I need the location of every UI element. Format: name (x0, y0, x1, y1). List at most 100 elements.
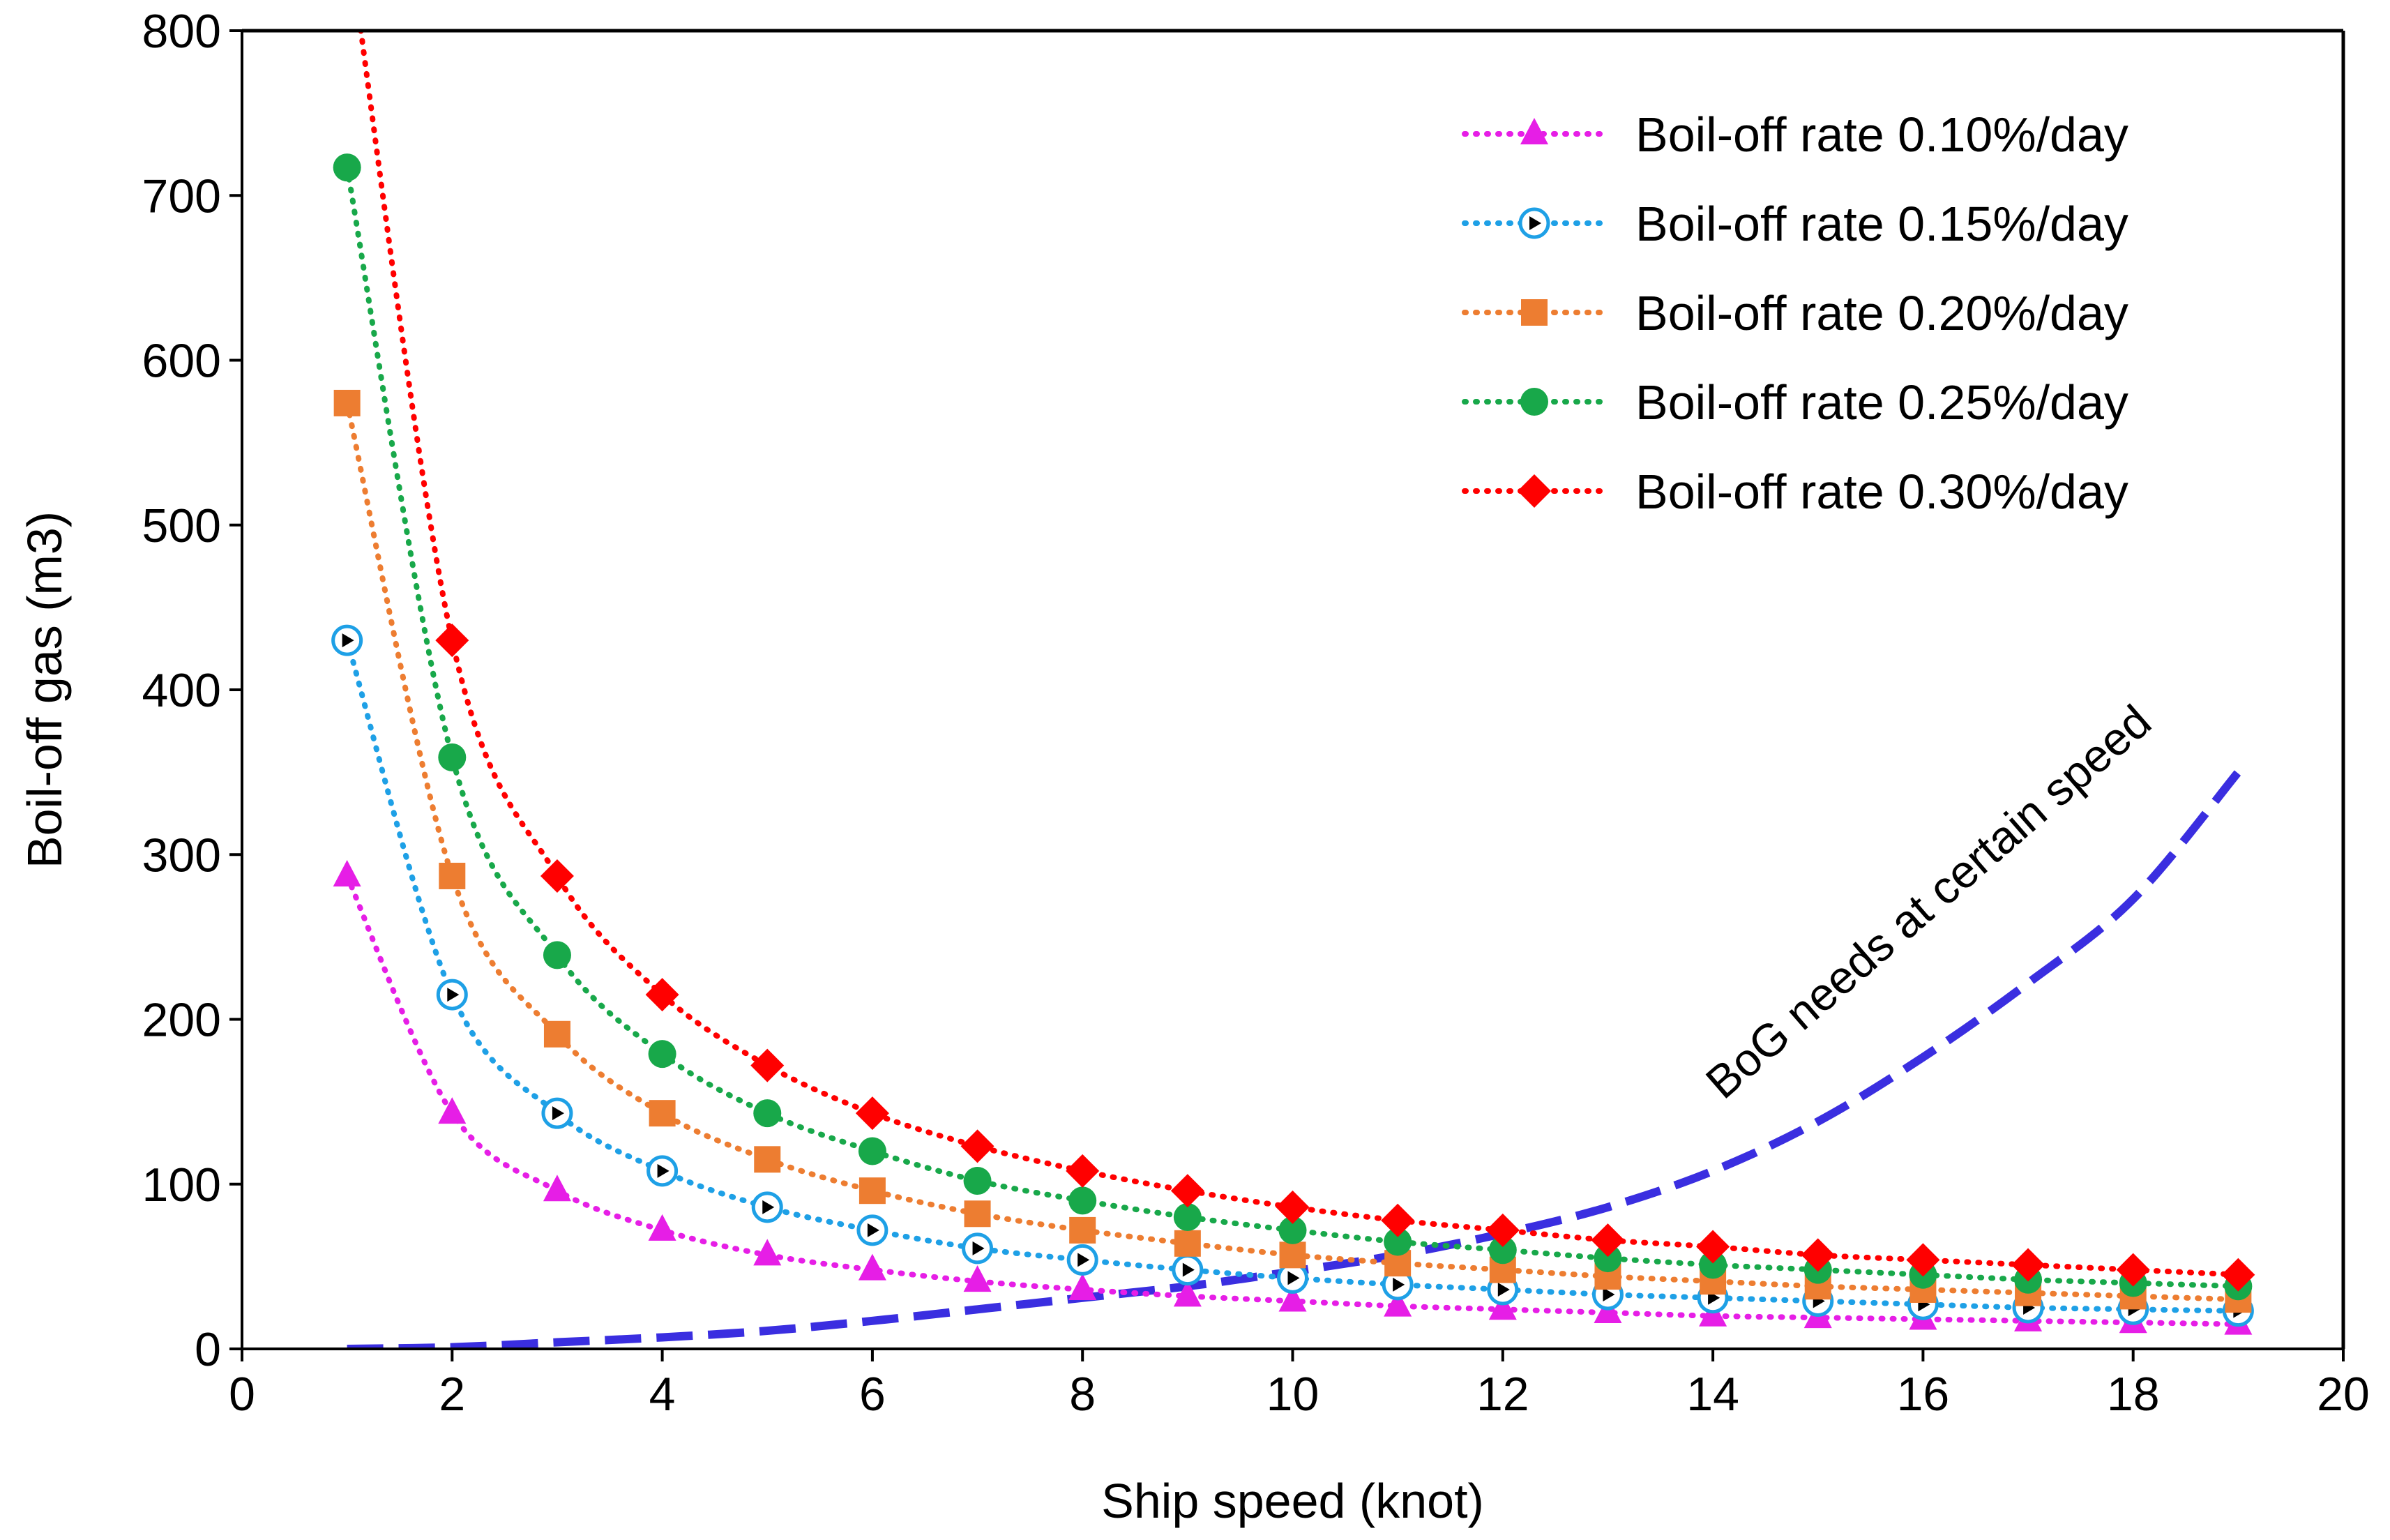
series-4-point-11 (1485, 1213, 1520, 1247)
series-0-point-2 (543, 1175, 571, 1202)
series-4-point-18 (2221, 1258, 2255, 1292)
series-1-point-3-arrow (657, 1163, 670, 1178)
series-1-point-6-arrow (972, 1241, 985, 1255)
series-3-point-3 (648, 1040, 676, 1069)
series-3-point-0 (333, 153, 361, 182)
series-1-point-0 (331, 624, 363, 656)
legend-marker-0 (1520, 118, 1548, 144)
series-4-point-12 (1591, 1223, 1625, 1258)
series-4-point-16 (2011, 1248, 2045, 1282)
series-3-point-13 (1699, 1251, 1727, 1279)
x-tick-label-7: 14 (1686, 1368, 1739, 1421)
series-0-point-3 (648, 1214, 676, 1241)
series-1-point-1-arrow (447, 988, 460, 1002)
legend-marker-3 (1520, 388, 1548, 416)
series-1-point-9-arrow (1287, 1271, 1300, 1285)
y-axis-title: Boil-off gas (m3) (17, 511, 72, 868)
y-tick-label-1: 100 (142, 1158, 221, 1211)
series-1-point-5-arrow (867, 1223, 879, 1237)
series-1-point-10-arrow (1393, 1277, 1405, 1292)
legend-label-4: Boil-off rate 0.30%/day (1635, 465, 2128, 519)
legend-item-2: Boil-off rate 0.20%/day (1462, 286, 2128, 340)
series-3-point-6 (963, 1167, 992, 1195)
axes: 0 2 4 6 8 10 12 14 16 18 2001002003004005006007008… (142, 5, 2370, 1421)
series-1-point-4 (751, 1191, 783, 1223)
legend-item-4: Boil-off rate 0.30%/day (1462, 465, 2128, 519)
series-3-point-5 (858, 1137, 886, 1165)
series-1-point-8-arrow (1182, 1262, 1195, 1277)
series-4-point-8 (1170, 1174, 1204, 1208)
series-0-point-9 (1278, 1285, 1307, 1312)
series-2-point-7 (1069, 1216, 1096, 1244)
series-4-point-1 (435, 624, 469, 658)
series-2-point-2 (543, 1020, 570, 1048)
series-4-point-17 (2116, 1253, 2150, 1287)
legend-marker-2 (1521, 299, 1548, 326)
series-0-point-10 (1384, 1290, 1412, 1317)
series-3-point-2 (543, 941, 571, 969)
series-3-point-9 (1278, 1216, 1307, 1244)
legend: Boil-off rate 0.10%/day Boil-off rate 0.1… (1462, 107, 2128, 519)
series-4-point-3 (645, 978, 679, 1012)
series-1 (331, 624, 2254, 1327)
series-0-point-11 (1488, 1293, 1517, 1320)
legend-item-0: Boil-off rate 0.10%/day (1462, 107, 2128, 162)
series-1-point-9 (1277, 1262, 1308, 1294)
legend-item-1: Boil-off rate 0.15%/day (1462, 197, 2128, 251)
series-1-point-0-arrow (342, 633, 354, 648)
y-tick-label-0: 0 (195, 1323, 221, 1376)
y-tick-label-7: 700 (142, 169, 221, 222)
series-0-point-8 (1173, 1280, 1202, 1307)
series-3-point-8 (1173, 1203, 1202, 1231)
series-4 (358, 31, 2255, 1292)
legend-item-3: Boil-off rate 0.25%/day (1462, 375, 2128, 430)
series-1-point-12-arrow (1603, 1288, 1615, 1302)
legend-label-3: Boil-off rate 0.25%/day (1635, 375, 2128, 430)
plot-area (331, 31, 2255, 1349)
series-3-point-7 (1068, 1186, 1097, 1215)
series-0-point-0 (333, 859, 361, 886)
series-3-point-4 (753, 1099, 782, 1128)
series-1-point-7 (1066, 1244, 1098, 1276)
x-tick-label-10: 20 (2317, 1368, 2370, 1421)
x-tick-label-0: 0 (229, 1368, 255, 1421)
series-4-point-5 (855, 1096, 889, 1131)
x-tick-label-9: 18 (2107, 1368, 2160, 1421)
series-2-point-6 (964, 1200, 991, 1228)
series-2-point-9 (1279, 1241, 1306, 1269)
legend-marker-1 (1518, 207, 1550, 239)
x-tick-label-5: 10 (1266, 1368, 1319, 1421)
series-4-point-6 (960, 1129, 994, 1163)
y-tick-label-5: 500 (142, 499, 221, 552)
legend-label-1: Boil-off rate 0.15%/day (1635, 197, 2128, 251)
series-line-2 (344, 400, 2241, 1303)
series-2-point-3 (649, 1100, 676, 1127)
series-1-point-2 (541, 1097, 573, 1129)
series-1-point-4-arrow (762, 1200, 775, 1214)
y-tick-label-3: 300 (142, 829, 221, 882)
series-4-point-9 (1276, 1190, 1310, 1224)
series-4-point-14 (1801, 1238, 1835, 1272)
series-1-point-3 (646, 1155, 679, 1187)
series-4-point-13 (1696, 1230, 1730, 1264)
series-1-point-11-arrow (1497, 1282, 1510, 1297)
series-line-3 (344, 165, 2241, 1290)
x-axis-title: Ship speed (knot) (1101, 1474, 1484, 1528)
series-2-point-8 (1174, 1230, 1201, 1257)
series-1-point-2-arrow (552, 1106, 564, 1121)
series-2-point-1 (439, 862, 466, 889)
series-3-point-10 (1384, 1228, 1412, 1256)
series-3-point-12 (1594, 1244, 1622, 1273)
series-0-point-5 (858, 1253, 886, 1281)
x-tick-label-8: 16 (1897, 1368, 1950, 1421)
series-1-point-7-arrow (1077, 1253, 1090, 1267)
series-4-point-7 (1066, 1154, 1100, 1188)
series-3-point-11 (1488, 1236, 1517, 1265)
x-tick-label-2: 4 (649, 1368, 676, 1421)
series-0-point-6 (963, 1265, 992, 1292)
series-2 (333, 389, 2252, 1313)
series-1-point-8 (1172, 1254, 1204, 1286)
series-1-point-1 (436, 979, 468, 1011)
series-2-point-0 (333, 389, 361, 416)
